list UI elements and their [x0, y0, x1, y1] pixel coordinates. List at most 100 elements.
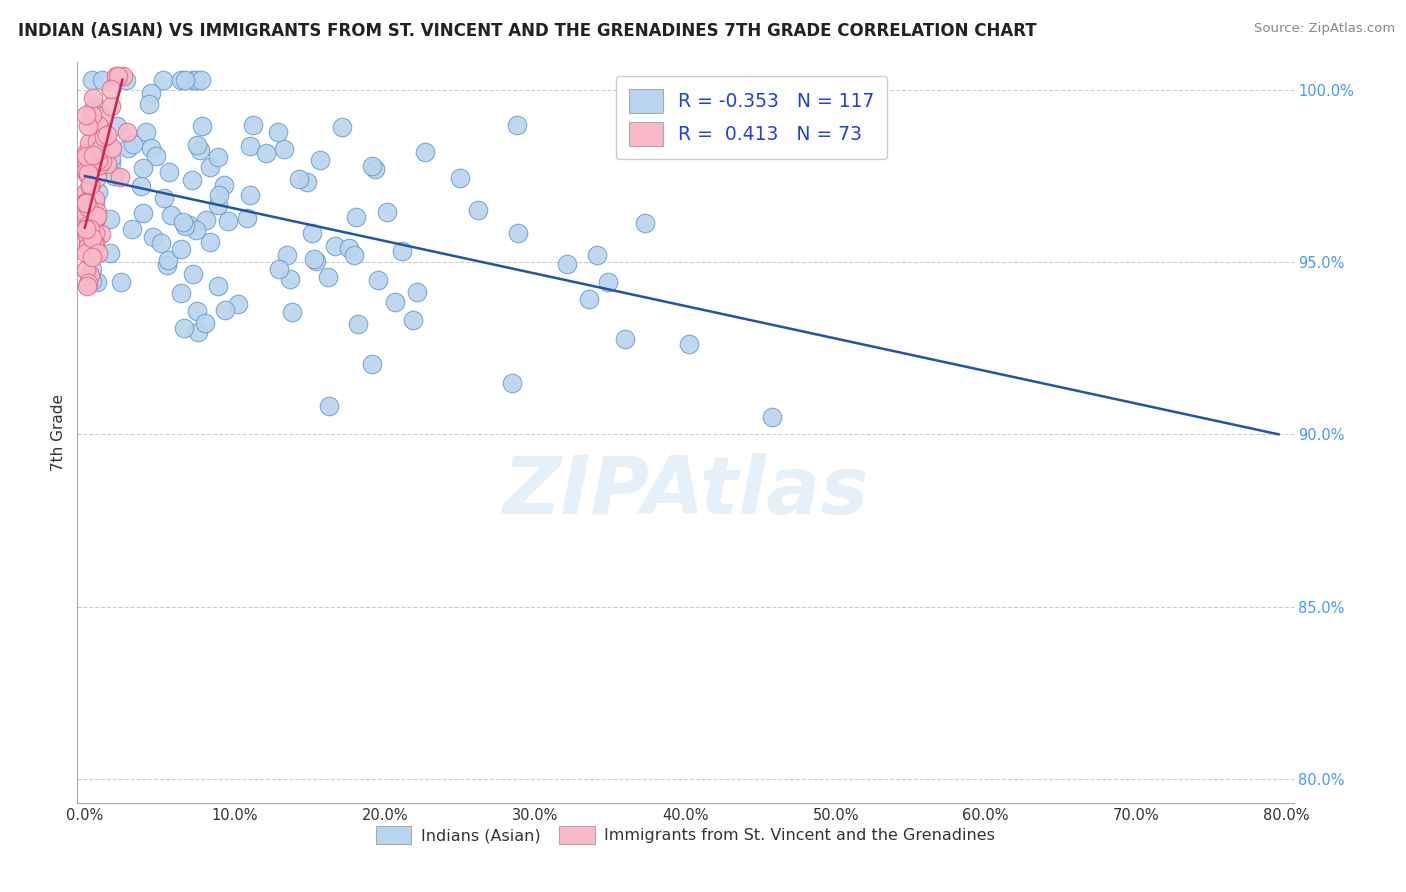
Point [170, 242, 193, 256]
Point [79, 222, 101, 236]
Point [177, 218, 200, 232]
Point [141, 141, 163, 155]
Point [239, 139, 262, 153]
Point [82, 274, 104, 288]
Point [122, 137, 145, 152]
Point [100, 151, 122, 165]
Point [302, 252, 325, 266]
Point [207, 278, 229, 293]
Point [87, 153, 110, 167]
Point [198, 235, 221, 250]
Point [76, 119, 98, 133]
Point [75, 213, 97, 227]
Point [75, 146, 97, 161]
Point [110, 170, 132, 185]
Point [94, 137, 117, 152]
Point [86, 275, 108, 289]
Point [75, 208, 97, 222]
Point [75, 263, 97, 277]
Point [190, 72, 212, 87]
Point [100, 99, 122, 113]
Point [76, 239, 98, 253]
Point [375, 205, 398, 219]
Point [402, 312, 425, 326]
Point [141, 86, 163, 100]
Point [555, 257, 578, 271]
Point [506, 227, 529, 241]
Point [89, 120, 111, 134]
Point [191, 119, 214, 133]
Point [87, 186, 110, 200]
Point [156, 258, 179, 272]
Point [76, 167, 98, 181]
Point [207, 197, 229, 211]
Point [75, 149, 97, 163]
Point [90, 158, 112, 172]
Point [76, 196, 98, 211]
Point [323, 239, 346, 253]
Point [149, 236, 172, 251]
Point [89, 142, 111, 156]
Point [184, 223, 207, 237]
Point [391, 244, 413, 259]
Point [86, 205, 108, 219]
Point [506, 118, 529, 132]
Point [135, 125, 157, 139]
Point [413, 145, 436, 159]
Point [82, 262, 104, 277]
Point [75, 195, 97, 210]
Point [467, 203, 489, 218]
Point [160, 208, 183, 222]
Point [98, 211, 121, 226]
Point [75, 164, 97, 178]
Point [93, 130, 115, 145]
Point [76, 227, 98, 242]
Point [596, 275, 619, 289]
Point [297, 175, 319, 189]
Point [80, 177, 103, 191]
Point [301, 226, 323, 240]
Point [278, 272, 301, 286]
Point [173, 321, 195, 335]
Point [96, 128, 118, 142]
Point [212, 178, 235, 193]
Point [75, 246, 97, 260]
Point [79, 169, 101, 183]
Point [90, 227, 112, 242]
Point [132, 161, 155, 176]
Point [79, 268, 101, 282]
Point [87, 246, 110, 260]
Point [187, 325, 209, 339]
Point [91, 153, 114, 168]
Point [170, 285, 193, 300]
Point [186, 137, 208, 152]
Point [207, 149, 229, 163]
Point [344, 210, 367, 224]
Point [82, 103, 104, 118]
Point [83, 99, 105, 113]
Point [305, 254, 328, 268]
Point [337, 241, 360, 255]
Point [634, 216, 657, 230]
Point [75, 221, 97, 235]
Point [84, 196, 107, 211]
Point [100, 82, 122, 96]
Point [288, 172, 311, 186]
Point [145, 149, 167, 163]
Point [254, 146, 277, 161]
Point [761, 410, 783, 425]
Point [367, 273, 389, 287]
Point [86, 210, 108, 224]
Point [586, 248, 609, 262]
Point [79, 179, 101, 194]
Point [181, 267, 204, 281]
Point [318, 269, 340, 284]
Point [384, 294, 406, 309]
Point [77, 238, 100, 252]
Point [194, 316, 217, 330]
Point [330, 120, 353, 134]
Point [84, 211, 107, 226]
Point [276, 248, 298, 262]
Point [242, 118, 264, 132]
Point [153, 191, 176, 205]
